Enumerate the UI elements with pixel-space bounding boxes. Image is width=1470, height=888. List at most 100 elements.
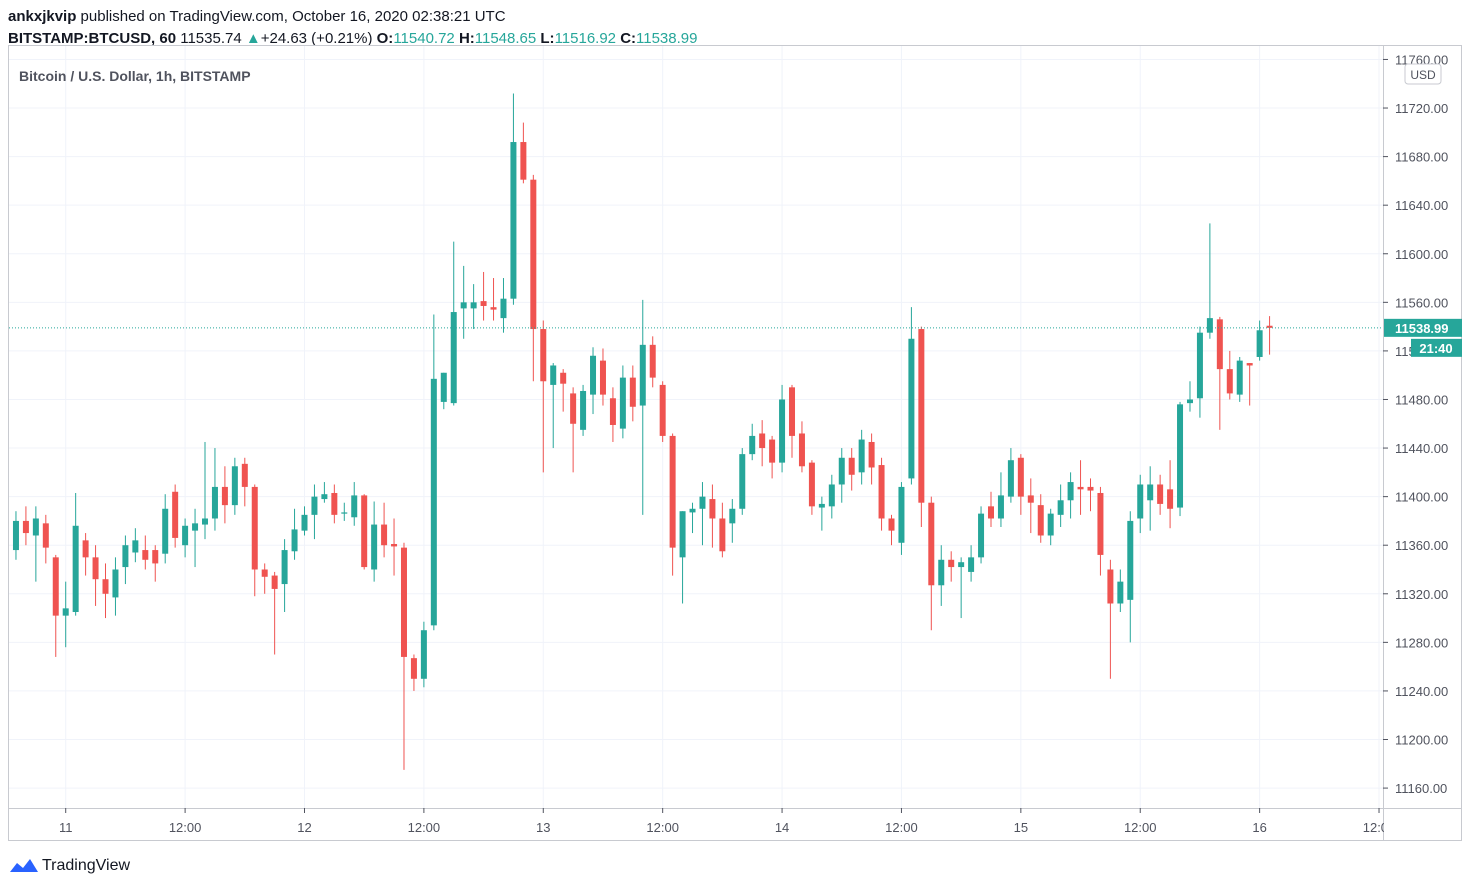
candle-body: [132, 540, 139, 553]
candle-body: [958, 562, 965, 568]
candle-body: [759, 433, 766, 449]
y-tick-label: 11720.00: [1395, 101, 1448, 116]
candle-body: [231, 466, 238, 506]
candle-body: [908, 338, 915, 479]
candle-body: [82, 540, 89, 558]
candle-body: [291, 529, 298, 552]
candle-body: [1256, 330, 1263, 357]
candle-body: [739, 454, 746, 509]
candle-body: [510, 142, 517, 299]
candle-body: [599, 360, 606, 395]
x-tick-label: 16: [1252, 820, 1266, 835]
last-price-box: [1384, 318, 1462, 337]
candle-body: [1127, 520, 1134, 600]
candle-body: [1047, 513, 1054, 536]
candle-body: [858, 439, 865, 473]
candle-body: [480, 301, 487, 306]
candle-body: [1017, 457, 1024, 497]
candle-body: [590, 355, 597, 395]
l-value: 11516.92: [554, 30, 617, 47]
candle-body: [430, 378, 437, 626]
candle-body: [619, 377, 626, 429]
brand-name: TradingView: [42, 857, 130, 874]
y-tick-label: 11600.00: [1395, 247, 1448, 262]
candle-body: [828, 484, 835, 507]
candle-body: [102, 579, 109, 594]
candle-body: [331, 492, 338, 515]
candle-body: [52, 557, 59, 616]
candle-body: [798, 433, 805, 467]
candle-body: [580, 390, 587, 430]
candle-body: [689, 508, 696, 513]
y-tick-label: 11360.00: [1395, 538, 1448, 553]
x-tick-label: 13: [536, 820, 550, 835]
candle-body: [241, 463, 248, 487]
candle-body: [609, 398, 616, 425]
candle-body: [152, 550, 159, 564]
candle-body: [679, 511, 686, 558]
candle-body: [938, 559, 945, 586]
candle-body: [570, 393, 577, 424]
author: ankxjkvip: [8, 8, 77, 25]
y-tick-label: 11640.00: [1395, 198, 1448, 213]
candle-body: [1206, 318, 1213, 333]
candle-body: [112, 569, 119, 598]
candle-body: [1186, 399, 1193, 404]
candle-body: [261, 569, 268, 577]
x-tick-label: 15: [1014, 820, 1028, 835]
candle-body: [878, 465, 885, 519]
x-tick-label: 11: [59, 820, 73, 835]
y-tick-label: 11480.00: [1395, 392, 1448, 407]
candle-body: [490, 307, 497, 310]
candle-body: [808, 462, 815, 507]
legend: Bitcoin / U.S. Dollar, 1h, BITSTAMP: [19, 68, 251, 84]
candle-body: [301, 514, 308, 531]
countdown: 21:40: [1419, 341, 1452, 356]
candle-body: [1037, 505, 1044, 536]
price-axis-mask: [1384, 811, 1461, 839]
candle-body: [818, 503, 825, 508]
candle-body: [1107, 569, 1114, 604]
c-value: 11538.99: [636, 30, 698, 47]
y-tick-label: 11680.00: [1395, 150, 1448, 165]
candle-body: [729, 508, 736, 524]
candle-body: [410, 658, 417, 679]
candle-body: [192, 523, 199, 531]
candle-body: [540, 329, 547, 382]
candle-body: [639, 344, 646, 406]
candle-body: [1057, 500, 1064, 515]
candle-body: [92, 557, 99, 580]
l-label: L:: [540, 30, 555, 47]
candle-body: [72, 525, 79, 612]
candle-body: [211, 486, 218, 519]
x-tick-label: 12:00: [1124, 820, 1157, 835]
candle-body: [1226, 369, 1233, 394]
candle-body: [888, 518, 895, 531]
currency-box: [1404, 63, 1442, 85]
o-label: O:: [376, 30, 394, 47]
candle-body: [1007, 460, 1014, 497]
candle-body: [918, 329, 925, 503]
candle-body: [769, 439, 776, 463]
candle-body: [371, 524, 378, 570]
candle-body: [898, 486, 905, 543]
candle-body: [122, 545, 129, 568]
h-label: H:: [458, 30, 475, 47]
candle-body: [838, 457, 845, 485]
candle-body: [400, 547, 407, 657]
candle-body: [202, 518, 209, 525]
candle-body: [381, 524, 388, 546]
candle-body: [659, 384, 666, 436]
brand-logo: [10, 859, 38, 872]
candle-body: [968, 557, 975, 572]
candle-body: [520, 142, 527, 180]
candle-body: [182, 525, 189, 546]
currency: USD: [1410, 68, 1436, 82]
publish-line: ankxjkvip published on TradingView.com, …: [8, 6, 697, 28]
y-tick-label: 11280.00: [1395, 635, 1448, 650]
candle-body: [440, 372, 447, 402]
candle-body: [460, 302, 467, 309]
x-tick-label: 12:00: [646, 820, 679, 835]
candle-body: [1196, 332, 1203, 399]
header: ankxjkvip published on TradingView.com, …: [8, 6, 697, 50]
